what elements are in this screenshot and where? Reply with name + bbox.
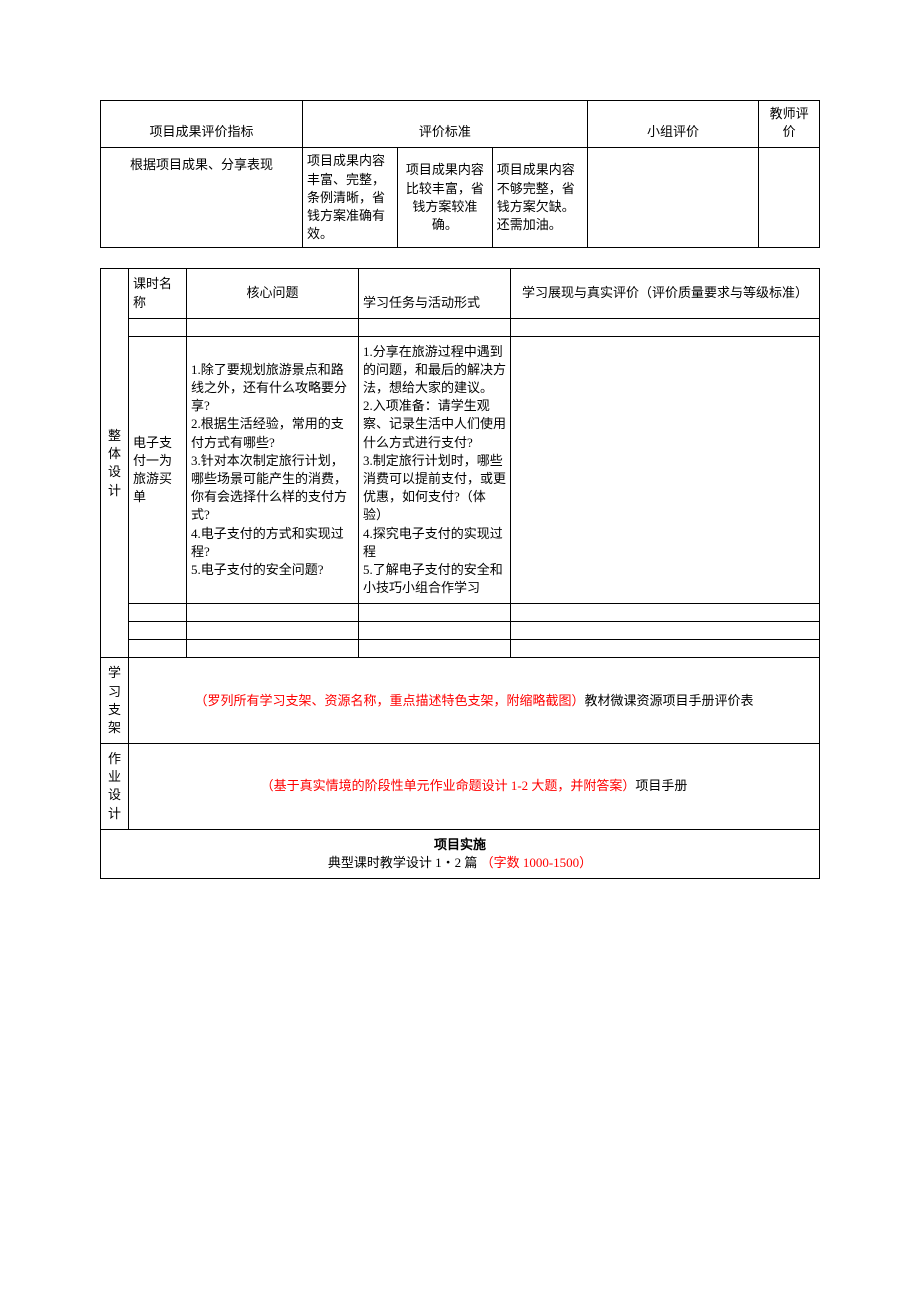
criteria-cell-2: 项目成果内容比较丰富，省钱方案较准确。 [397,148,492,248]
learning-support-cell: （罗列所有学习支架、资源名称，重点描述特色支架，附缩略截图）教材微课资源项目手册… [129,658,820,744]
empty-cell [187,604,359,622]
homework-black: 项目手册 [635,778,687,793]
empty-cell [511,622,820,640]
section-sub-red: （字数 1000-1500） [481,855,593,870]
empty-cell [511,318,820,336]
table1-data-row: 根据项目成果、分享表现 项目成果内容丰富、完整，条例清晰，省钱方案准确有效。 项… [101,148,820,248]
table2-header-row: 整体设计 课时名称 核心问题 学习任务与活动形式 学习展现与真实评价（评价质量要… [101,269,820,318]
header-group-eval: 小组评价 [587,101,759,148]
empty-cell [359,604,511,622]
tasks-cell: 1.分享在旅游过程中遇到的问题，和最后的解决方法，想给大家的建议。 2.入项准备… [359,336,511,604]
criteria-cell-1: 项目成果内容丰富、完整，条例清晰，省钱方案准确有效。 [302,148,397,248]
section-subtitle: 典型课时教学设计 1・2 篇 （字数 1000-1500） [107,854,813,872]
empty-cell [359,622,511,640]
table2-empty-row-1 [101,318,820,336]
implementation-cell: 项目实施 典型课时教学设计 1・2 篇 （字数 1000-1500） [101,829,820,878]
evaluation-cell [511,336,820,604]
empty-cell [511,604,820,622]
teacher-eval-cell [759,148,820,248]
table2-empty-row-2 [101,604,820,622]
empty-cell [187,318,359,336]
table2-content-row: 电子支付一为旅游买单 1.除了要规划旅游景点和路线之外，还有什么攻略要分享? 2… [101,336,820,604]
row-label: 根据项目成果、分享表现 [101,148,303,248]
empty-cell [187,622,359,640]
criteria-cell-3: 项目成果内容不够完整，省钱方案欠缺。还需加油。 [492,148,587,248]
core-questions-cell: 1.除了要规划旅游景点和路线之外，还有什么攻略要分享? 2.根据生活经验，常用的… [187,336,359,604]
table2-empty-row-4 [101,640,820,658]
table2-empty-row-3 [101,622,820,640]
side-label-learning-support: 学习支架 [101,658,129,744]
learning-support-black: 教材微课资源项目手册评价表 [585,693,754,708]
header-teacher-eval: 教师评价 [759,101,820,148]
table1-header-row: 项目成果评价指标 评价标准 小组评价 教师评价 [101,101,820,148]
group-eval-cell [587,148,759,248]
implementation-row: 项目实施 典型课时教学设计 1・2 篇 （字数 1000-1500） [101,829,820,878]
header-criteria: 评价标准 [302,101,587,148]
empty-cell [129,622,187,640]
header-indicator: 项目成果评价指标 [101,101,303,148]
header-core-question: 核心问题 [187,269,359,318]
learning-support-red: （罗列所有学习支架、资源名称，重点描述特色支架，附缩略截图） [194,693,584,708]
header-evaluation: 学习展现与真实评价（评价质量要求与等级标准） [511,269,820,318]
side-label-homework-design: 作业设计 [101,744,129,830]
section-title: 项目实施 [107,836,813,854]
empty-cell [129,604,187,622]
homework-red: （基于真实情境的阶段性单元作业命题设计 1-2 大题，并附答案） [261,778,636,793]
section-sub-black: 典型课时教学设计 1・2 篇 [328,855,478,870]
header-tasks: 学习任务与活动形式 [359,269,511,318]
lesson-name-cell: 电子支付一为旅游买单 [129,336,187,604]
evaluation-criteria-table: 项目成果评价指标 评价标准 小组评价 教师评价 根据项目成果、分享表现 项目成果… [100,100,820,248]
empty-cell [129,640,187,658]
header-lesson-name: 课时名称 [129,269,187,318]
empty-cell [359,640,511,658]
homework-design-row: 作业设计 （基于真实情境的阶段性单元作业命题设计 1-2 大题，并附答案）项目手… [101,744,820,830]
lesson-design-table: 整体设计 课时名称 核心问题 学习任务与活动形式 学习展现与真实评价（评价质量要… [100,268,820,879]
empty-cell [129,318,187,336]
homework-cell: （基于真实情境的阶段性单元作业命题设计 1-2 大题，并附答案）项目手册 [129,744,820,830]
learning-support-row: 学习支架 （罗列所有学习支架、资源名称，重点描述特色支架，附缩略截图）教材微课资… [101,658,820,744]
empty-cell [511,640,820,658]
empty-cell [359,318,511,336]
side-label-overall-design: 整体设计 [101,269,129,658]
empty-cell [187,640,359,658]
